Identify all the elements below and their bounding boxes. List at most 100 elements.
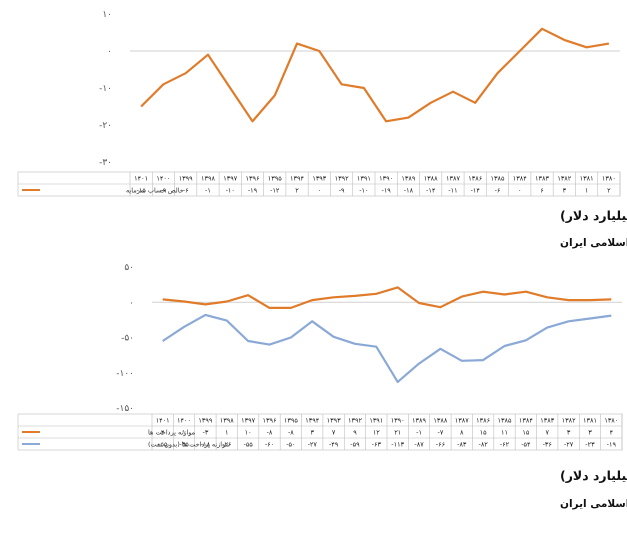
data-label: ۱۰: [245, 429, 252, 437]
data-label: -۸۳: [457, 441, 467, 449]
x-tick-label: ۱۳۸۲: [557, 175, 571, 183]
data-label: ۰: [318, 187, 322, 195]
y-tick-label: -۵۰: [121, 334, 134, 344]
x-tick-label: ۱۳۸۱: [583, 417, 597, 425]
x-tick-label: ۱۳۹۰: [391, 417, 405, 425]
data-label: -۱۰: [359, 187, 368, 195]
chart1-caption: شکل (۱۱): روند خالص حساب سرمایه طی دوره …: [560, 208, 627, 224]
data-label: ۶: [540, 187, 544, 195]
x-tick-label: ۱۳۸۹: [412, 417, 426, 425]
data-label: -۱۴: [471, 187, 481, 195]
x-tick-label: ۱۳۹۰: [379, 175, 393, 183]
data-label: ۲۱: [394, 429, 401, 437]
data-label: ۲: [295, 187, 299, 195]
data-label: -۳۵: [179, 441, 189, 449]
x-tick-label: ۱۳۸۲: [562, 417, 576, 425]
x-tick-label: ۱۳۹۵: [284, 417, 298, 425]
data-label: -۱۸: [201, 441, 211, 449]
data-label: ۴: [610, 429, 614, 437]
y-tick-label: ۵۰: [124, 263, 134, 273]
data-label: -۱۹: [607, 441, 617, 449]
data-label: ۹: [353, 429, 357, 437]
x-tick-label: ۱۳۹۱: [357, 175, 371, 183]
data-label: -۲۷: [308, 441, 318, 449]
y-tick-label: -۲۰: [99, 121, 112, 131]
x-tick-label: ۱۴۰۱: [156, 417, 170, 425]
data-label: -۸۷: [414, 441, 424, 449]
data-label: -۵۵: [158, 441, 168, 449]
y-tick-label: ۰: [129, 298, 134, 308]
data-label: -۱: [205, 187, 211, 195]
data-label: -۶۰: [265, 441, 274, 449]
x-tick-label: ۱۴۰۰: [177, 417, 191, 425]
data-label: -۱۴: [426, 187, 436, 195]
chart-balance-of-payments: ۵۰۰-۵۰-۱۰۰-۱۵۰۱۳۸۰۱۳۸۱۱۳۸۲۱۳۸۳۱۳۸۴۱۳۸۵۱۳…: [17, 263, 623, 451]
x-tick-label: ۱۳۸۴: [519, 417, 533, 425]
data-label: -۳۶: [543, 441, 552, 449]
data-label: ۱۵: [522, 429, 529, 437]
data-label: ۳: [588, 429, 592, 437]
x-tick-label: ۱۳۸۳: [540, 417, 554, 425]
data-label: -۱۰: [226, 187, 235, 195]
data-label: ۷: [545, 429, 549, 437]
data-label: -۱۱: [448, 187, 457, 195]
data-label: -۱: [416, 429, 422, 437]
data-label: -۶۶: [436, 441, 445, 449]
data-label: -۱۵: [136, 187, 146, 195]
chart-capital-account: ۱۰۰-۱۰-۲۰-۳۰۱۳۸۰۱۳۸۱۱۳۸۲۱۳۸۳۱۳۸۴۱۳۸۵۱۳۸۶…: [17, 10, 621, 197]
x-tick-label: ۱۳۹۶: [246, 175, 260, 183]
data-label: -۸: [267, 429, 273, 437]
x-tick-label: ۱۳۸۳: [535, 175, 549, 183]
x-tick-label: ۱۳۹۷: [223, 175, 237, 183]
y-tick-label: ۰: [107, 47, 112, 57]
data-label: -۵۵: [243, 441, 253, 449]
x-tick-label: ۱۳۸۱: [580, 175, 594, 183]
data-label: -۸: [288, 429, 294, 437]
data-label: ۱: [585, 187, 589, 195]
x-tick-label: ۱۳۸۰: [602, 175, 616, 183]
data-label: ۳: [563, 187, 567, 195]
legend-label: موازنه پرداخت ها (بدون نفت): [148, 441, 229, 449]
x-tick-label: ۱۳۹۶: [263, 417, 277, 425]
x-tick-label: ۱۳۹۱: [369, 417, 383, 425]
data-label: ۱۱: [501, 429, 508, 437]
x-tick-label: ۱۳۸۶: [476, 417, 490, 425]
data-label: -۳: [202, 429, 208, 437]
data-label: ۱: [225, 429, 229, 437]
x-tick-label: ۱۳۸۷: [446, 175, 460, 183]
x-tick-label: ۱۴۰۱: [134, 175, 148, 183]
x-tick-label: ۱۳۹۸: [220, 417, 234, 425]
x-tick-label: ۱۳۹۲: [348, 417, 362, 425]
data-label: ۲: [607, 187, 611, 195]
x-tick-label: ۱۳۹۳: [312, 175, 326, 183]
data-label: ۴: [161, 429, 165, 437]
y-tick-label: ۱۰: [102, 10, 112, 20]
x-tick-label: ۱۳۸۸: [433, 417, 447, 425]
data-label: -۱۱۳: [391, 441, 404, 449]
chart2-source: منبع: دادههای بانک مرکزی جمهوری اسلامی ا…: [560, 498, 627, 510]
x-tick-label: ۱۳۹۳: [327, 417, 341, 425]
y-tick-label: -۳۰: [99, 158, 112, 168]
data-label: -۹: [339, 187, 345, 195]
x-tick-label: ۱۳۹۸: [201, 175, 215, 183]
data-label: -۱۲: [270, 187, 280, 195]
data-label: ۳: [310, 429, 314, 437]
x-tick-label: ۱۳۸۷: [455, 417, 469, 425]
data-label: -۶۳: [372, 441, 382, 449]
x-tick-label: ۱۳۸۵: [498, 417, 512, 425]
x-tick-label: ۱۳۸۵: [491, 175, 505, 183]
data-label: -۵۹: [350, 441, 360, 449]
data-label: -۶۲: [500, 441, 510, 449]
data-label: -۹: [160, 187, 166, 195]
x-tick-label: ۱۳۹۲: [335, 175, 349, 183]
data-label: -۸۲: [478, 441, 488, 449]
legend-label: خالص حساب سرمایه: [126, 187, 184, 195]
x-tick-label: ۱۳۹۹: [198, 417, 212, 425]
x-tick-label: ۱۳۹۵: [268, 175, 282, 183]
series-line: [162, 313, 612, 383]
data-label: -۶: [495, 187, 501, 195]
data-label: -۲۳: [585, 441, 595, 449]
data-label: -۲۶: [222, 441, 231, 449]
x-tick-label: ۱۳۸۶: [468, 175, 482, 183]
